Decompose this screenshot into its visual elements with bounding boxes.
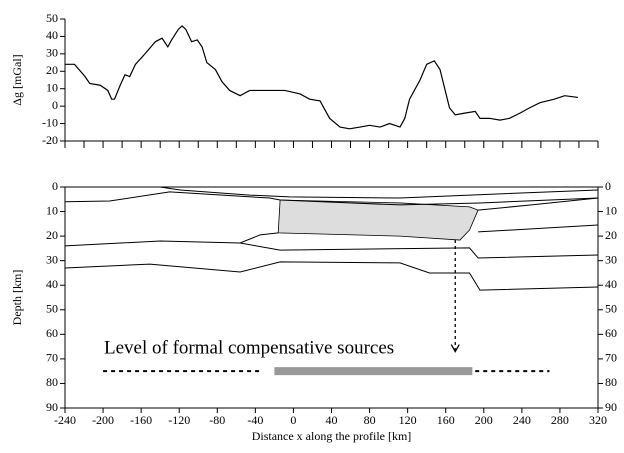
- annotation: Level of formal compensative sources: [104, 337, 394, 358]
- y-tick-label: 20: [46, 63, 58, 77]
- y-tick-label: 40: [46, 28, 58, 42]
- x-tick-label: 40: [326, 413, 338, 427]
- x-tick-label: -240: [54, 413, 76, 427]
- x-tick-label: 0: [290, 413, 296, 427]
- y-tick-label: 10: [46, 80, 58, 94]
- y-tick-label: 90: [46, 400, 58, 414]
- y-tick-label-right: 70: [605, 351, 617, 365]
- y-tick-label: -10: [42, 115, 58, 129]
- layer-boundary: [64, 261, 599, 291]
- layer-boundary: [240, 242, 599, 259]
- y-tick-label: 60: [46, 326, 58, 340]
- layer-boundary: [65, 186, 599, 199]
- y-tick-label-right: 60: [605, 326, 617, 340]
- y-tick-label-right: 20: [605, 228, 617, 242]
- y-tick-label: 50: [46, 11, 58, 25]
- x-tick-label: -120: [168, 413, 190, 427]
- x-tick-label: 320: [589, 413, 607, 427]
- y-tick-label: 10: [46, 203, 58, 217]
- y-axis-label: Δg [mGal]: [10, 54, 24, 105]
- x-tick-label: 80: [364, 413, 376, 427]
- x-axis-label: Distance x along the profile [km]: [252, 429, 412, 443]
- y-tick-label: 20: [46, 228, 58, 242]
- y-tick-label-right: 50: [605, 302, 617, 316]
- y-tick-label: 0: [52, 98, 58, 112]
- x-tick-label: 240: [513, 413, 531, 427]
- y-tick-label-right: 40: [605, 277, 617, 291]
- y-tick-label-right: 0: [605, 179, 611, 193]
- x-tick-label: -160: [130, 413, 152, 427]
- y-tick-label: 30: [46, 252, 58, 266]
- x-tick-label: -40: [247, 413, 263, 427]
- y-tick-label-right: 80: [605, 375, 617, 389]
- x-tick-label: -80: [209, 413, 225, 427]
- y-tick-label: 80: [46, 375, 58, 389]
- y-tick-label: -20: [42, 133, 58, 147]
- layer-boundary: [478, 197, 599, 211]
- gravity-line: [65, 25, 579, 130]
- y-axis-label: Depth [km]: [10, 270, 24, 326]
- y-tick-label-right: 90: [605, 400, 617, 414]
- y-tick-label: 70: [46, 351, 58, 365]
- layer-boundary: [64, 191, 599, 206]
- y-tick-label: 40: [46, 277, 58, 291]
- x-tick-label: -200: [92, 413, 114, 427]
- y-tick-label: 0: [52, 179, 58, 193]
- x-tick-label: 200: [475, 413, 493, 427]
- y-tick-label-right: 30: [605, 252, 617, 266]
- dense-body: [277, 199, 479, 241]
- x-tick-label: 160: [437, 413, 455, 427]
- y-tick-label: 50: [46, 302, 58, 316]
- y-tick-label: 30: [46, 46, 58, 60]
- y-tick-label-right: 10: [605, 203, 617, 217]
- layer-boundary: [478, 224, 599, 233]
- x-tick-label: 120: [399, 413, 417, 427]
- arrow-head: [450, 344, 460, 353]
- x-tick-label: 280: [551, 413, 569, 427]
